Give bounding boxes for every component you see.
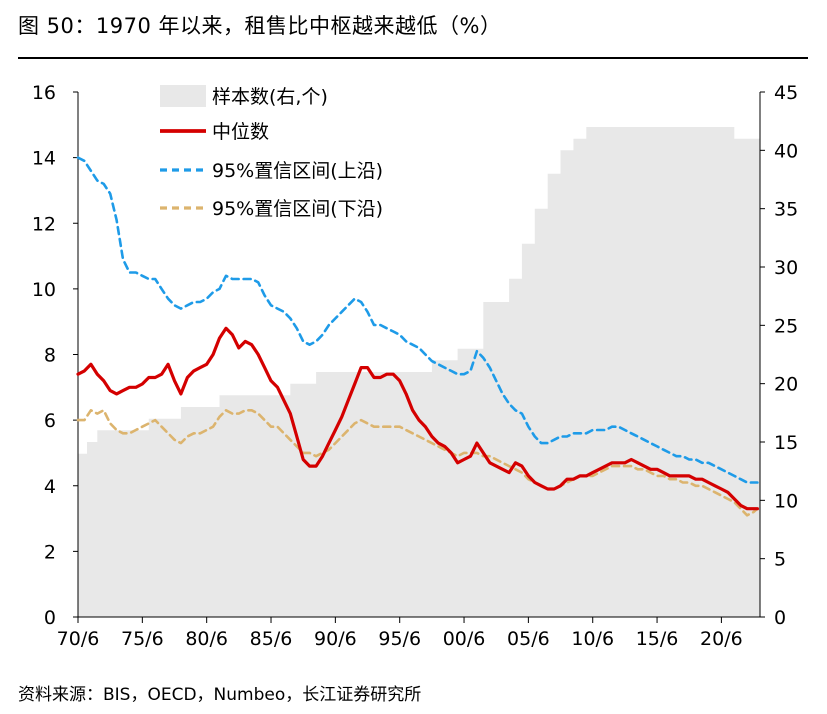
x-tick-label: 20/6 <box>700 628 743 650</box>
left-y-tick-label: 0 <box>44 607 56 629</box>
left-y-tick-label: 10 <box>32 279 56 301</box>
right-y-tick-label: 25 <box>774 315 798 337</box>
sample-count-area <box>78 127 760 617</box>
left-y-tick-label: 8 <box>44 345 56 367</box>
right-y-tick-label: 0 <box>774 607 786 629</box>
x-tick-label: 95/6 <box>378 628 421 650</box>
right-y-tick-label: 35 <box>774 199 798 221</box>
right-y-tick-label: 10 <box>774 490 798 512</box>
legend-swatch-sample-count <box>160 85 206 107</box>
legend-label: 95%置信区间(下沿) <box>212 198 383 220</box>
right-y-tick-label: 5 <box>774 549 786 571</box>
x-tick-label: 05/6 <box>507 628 550 650</box>
series-line-3 <box>76 409 759 517</box>
x-tick-label: 70/6 <box>57 628 100 650</box>
right-y-tick-label: 40 <box>774 140 798 162</box>
legend: 样本数(右,个) 中位数 95%置信区间(上沿) 95%置信区间(下沿) <box>160 85 383 220</box>
right-y-tick-label: 15 <box>774 432 798 454</box>
left-y-tick-label: 6 <box>44 410 56 432</box>
title-rule <box>18 57 808 59</box>
right-y-tick-label: 45 <box>774 82 798 104</box>
sample-count-area-layer <box>78 127 760 617</box>
figure-title: 图 50：1970 年以来，租售比中枢越来越低（%） <box>18 14 502 38</box>
source-note: 资料来源：BIS，OECD，Numbeo，长江证券研究所 <box>18 685 422 705</box>
x-tick-label: 80/6 <box>185 628 228 650</box>
left-y-tick-label: 2 <box>44 541 56 563</box>
left-y-tick-label: 16 <box>32 82 56 104</box>
legend-label: 样本数(右,个) <box>212 86 328 108</box>
series-line-1 <box>76 326 759 511</box>
x-tick-label: 85/6 <box>250 628 293 650</box>
x-tick-label: 90/6 <box>314 628 357 650</box>
series-lines-layer <box>76 156 759 517</box>
x-tick-label: 10/6 <box>571 628 614 650</box>
left-y-tick-label: 12 <box>32 213 56 235</box>
x-tick-label: 00/6 <box>443 628 486 650</box>
series-line-2 <box>76 156 759 484</box>
x-tick-label: 75/6 <box>121 628 164 650</box>
x-tick-label: 15/6 <box>636 628 679 650</box>
right-y-tick-label: 30 <box>774 257 798 279</box>
left-y-tick-label: 4 <box>44 476 56 498</box>
axes-layer: 0 2 4 6 8 10 12 14 16 0 5 10 15 20 25 30 35 40 45 70/6 75/6 8… <box>32 82 798 650</box>
legend-label: 中位数 <box>212 121 269 143</box>
legend-label: 95%置信区间(上沿) <box>212 160 383 182</box>
left-y-tick-label: 14 <box>32 148 56 170</box>
right-y-tick-label: 20 <box>774 374 798 396</box>
